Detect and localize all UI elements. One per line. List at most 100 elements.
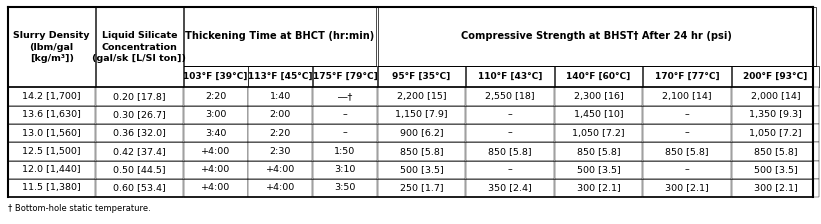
Text: –: – [685,165,690,174]
Text: 11.5 [1,380]: 11.5 [1,380] [22,183,81,192]
Text: 3:50: 3:50 [334,183,355,192]
Bar [732,87,819,106]
Text: 2,200 [15]: 2,200 [15] [397,92,447,101]
Text: 500 [3.5]: 500 [3.5] [576,165,621,174]
Bar [555,106,642,124]
Text: 1:40: 1:40 [269,92,291,101]
Text: 250 [1.7]: 250 [1.7] [400,183,443,192]
Bar [466,142,554,161]
Text: –: – [342,129,347,138]
Bar [248,106,313,124]
Bar [248,142,313,161]
Text: –: – [507,129,512,138]
Text: 850 [5.8]: 850 [5.8] [754,147,797,156]
Bar [248,87,313,106]
Bar [378,179,466,197]
Text: 850 [5.8]: 850 [5.8] [665,147,709,156]
Bar [313,179,377,197]
Text: 140°F [60°C]: 140°F [60°C] [566,72,631,81]
Text: Slurry Density
(lbm/gal
[kg/m³]): Slurry Density (lbm/gal [kg/m³]) [13,31,89,63]
Bar [313,66,377,87]
Bar [466,66,554,87]
Text: 900 [6.2]: 900 [6.2] [400,129,443,138]
Bar [96,179,183,197]
Bar [378,66,466,87]
Text: –: – [507,110,512,119]
Text: 3:40: 3:40 [205,129,227,138]
Bar [248,66,313,87]
Text: +4:00: +4:00 [201,165,230,174]
Bar [643,179,731,197]
Text: 95°F [35°C]: 95°F [35°C] [392,72,451,81]
Bar [248,179,313,197]
Bar [555,142,642,161]
Bar [96,106,183,124]
Bar [184,124,248,142]
Bar [555,179,642,197]
Text: 300 [2.1]: 300 [2.1] [754,183,797,192]
Bar [8,161,95,179]
Bar [643,142,731,161]
Bar [313,161,377,179]
Bar [378,87,466,106]
Text: 13.6 [1,630]: 13.6 [1,630] [22,110,81,119]
Bar [466,124,554,142]
Text: 1,150 [7.9]: 1,150 [7.9] [395,110,447,119]
Text: 300 [2.1]: 300 [2.1] [665,183,709,192]
Text: 2,100 [14]: 2,100 [14] [663,92,712,101]
Bar [248,161,313,179]
Text: 1,050 [7.2]: 1,050 [7.2] [749,129,802,138]
Bar [378,161,466,179]
Bar [466,161,554,179]
Text: +4:00: +4:00 [266,183,295,192]
Bar [555,87,642,106]
Bar [184,161,248,179]
Text: 1,350 [9.3]: 1,350 [9.3] [749,110,802,119]
Bar [313,124,377,142]
Bar [732,142,819,161]
Text: 0.20 [17.8]: 0.20 [17.8] [113,92,166,101]
Bar [248,124,313,142]
Text: 2:00: 2:00 [269,110,291,119]
Bar [8,87,95,106]
Bar [643,124,731,142]
Bar [732,124,819,142]
Bar [184,66,248,87]
Bar [96,142,183,161]
Bar [8,124,95,142]
Text: +4:00: +4:00 [201,147,230,156]
Bar [184,87,248,106]
Bar [643,161,731,179]
Text: –: – [342,110,347,119]
Text: Thickening Time at BHCT (hr:min): Thickening Time at BHCT (hr:min) [185,31,374,41]
Text: 0.50 [44.5]: 0.50 [44.5] [113,165,166,174]
Text: 2,300 [16]: 2,300 [16] [574,92,623,101]
Bar [378,106,466,124]
Text: 175°F [79°C]: 175°F [79°C] [313,72,378,81]
Text: 850 [5.8]: 850 [5.8] [576,147,621,156]
Text: † Bottom-hole static temperature.: † Bottom-hole static temperature. [8,204,151,213]
Text: 200°F [93°C]: 200°F [93°C] [743,72,808,81]
Text: 1,050 [7.2]: 1,050 [7.2] [572,129,625,138]
Text: 850 [5.8]: 850 [5.8] [488,147,532,156]
Bar [732,66,819,87]
Bar [96,87,183,106]
Bar [643,106,731,124]
Text: 2:20: 2:20 [205,92,227,101]
Text: 0.60 [53.4]: 0.60 [53.4] [113,183,166,192]
Bar [378,124,466,142]
Bar [184,106,248,124]
Bar [96,161,183,179]
Text: 850 [5.8]: 850 [5.8] [400,147,443,156]
Text: +4:00: +4:00 [201,183,230,192]
Bar [732,179,819,197]
Text: 2,000 [14]: 2,000 [14] [750,92,800,101]
Text: 2:30: 2:30 [269,147,291,156]
Bar [8,179,95,197]
Text: Compressive Strength at BHST† After 24 hr (psi): Compressive Strength at BHST† After 24 h… [461,31,732,41]
Text: ―†: ―† [338,92,352,101]
Bar [466,87,554,106]
Text: 110°F [43°C]: 110°F [43°C] [478,72,542,81]
Bar [555,66,642,87]
Text: 2:20: 2:20 [269,129,291,138]
